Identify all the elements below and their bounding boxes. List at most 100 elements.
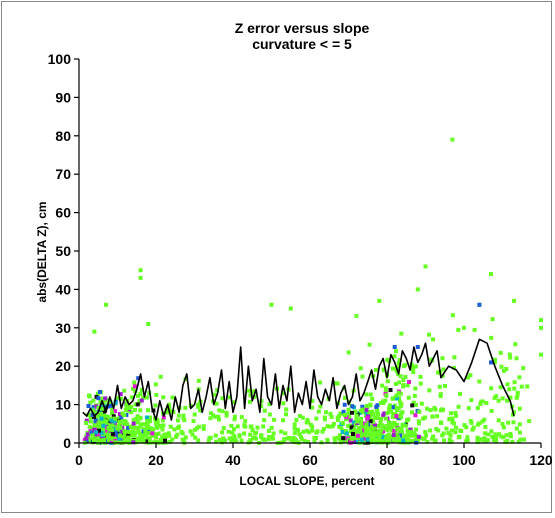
scatter-point: [392, 354, 397, 359]
scatter-point: [217, 408, 222, 413]
scatter-point: [220, 396, 225, 401]
scatter-point: [101, 423, 106, 428]
scatter-point: [364, 428, 369, 433]
scatter-point: [167, 402, 171, 407]
scatter-point: [346, 423, 351, 428]
scatter-point: [464, 425, 469, 430]
scatter-points: [82, 137, 543, 445]
scatter-point: [97, 426, 102, 431]
chart-subtitle: curvature < = 5: [252, 36, 352, 52]
scatter-point: [496, 418, 501, 423]
scatter-point: [133, 407, 137, 412]
scatter-point: [342, 402, 347, 407]
scatter-point: [172, 427, 177, 432]
scatter-point: [156, 440, 161, 445]
scatter-point: [498, 385, 503, 390]
scatter-point: [92, 410, 97, 415]
scatter-point: [499, 364, 504, 369]
scatter-point: [499, 434, 504, 439]
scatter-point: [380, 383, 385, 388]
scatter-point: [94, 430, 99, 435]
scatter-point: [129, 404, 134, 409]
scatter-point: [146, 322, 151, 326]
scatter-point: [145, 419, 150, 423]
scatter-point: [214, 401, 219, 406]
scatter-point: [401, 382, 406, 387]
scatter-point: [267, 412, 272, 417]
scatter-point: [132, 384, 137, 389]
scatter-point: [381, 435, 386, 440]
scatter-point: [284, 412, 288, 417]
scatter-point: [132, 380, 137, 385]
scatter-point: [259, 404, 264, 409]
scatter-point: [376, 424, 381, 428]
scatter-point: [162, 434, 167, 439]
scatter-point: [489, 408, 494, 413]
scatter-point: [491, 438, 496, 442]
scatter-point: [183, 405, 188, 410]
scatter-point: [505, 398, 510, 403]
scatter-point: [483, 431, 488, 436]
scatter-point: [255, 425, 260, 430]
scatter-point: [365, 405, 370, 410]
scatter-point: [360, 374, 365, 379]
scatter-point: [87, 393, 91, 398]
y-tick-label: 40: [55, 281, 71, 297]
scatter-point: [335, 381, 340, 386]
scatter-point: [133, 430, 138, 435]
scatter-point: [110, 437, 115, 441]
scatter-point: [112, 416, 117, 421]
scatter-point: [397, 380, 402, 385]
scatter-point: [201, 426, 206, 431]
scatter-point: [387, 409, 392, 414]
scatter-point: [438, 394, 443, 398]
scatter-point: [500, 396, 505, 401]
scatter-point: [368, 430, 372, 435]
scatter-point: [354, 436, 358, 441]
scatter-point: [522, 437, 526, 442]
scatter-point: [106, 421, 111, 426]
scatter-point: [381, 367, 386, 372]
scatter-point: [493, 432, 498, 437]
scatter-point: [385, 439, 390, 444]
scatter-point: [310, 428, 315, 433]
y-axis-label: abs(DELTA Z), cm: [35, 201, 49, 302]
scatter-point: [377, 430, 382, 435]
scatter-point: [414, 436, 419, 441]
scatter-point: [155, 431, 160, 436]
scatter-point: [90, 412, 95, 417]
scatter-point: [114, 417, 119, 422]
scatter-point: [405, 436, 410, 441]
scatter-point: [492, 360, 497, 365]
scatter-point: [96, 423, 101, 428]
scatter-point: [359, 420, 364, 425]
scatter-point: [394, 393, 399, 398]
scatter-point: [514, 395, 519, 400]
scatter-point: [144, 395, 149, 400]
scatter-point: [413, 386, 418, 391]
scatter-point: [411, 365, 416, 370]
scatter-point: [514, 426, 519, 431]
x-tick-label: 0: [75, 452, 83, 468]
scatter-point: [253, 431, 258, 436]
scatter-point: [354, 413, 359, 418]
scatter-point: [150, 431, 155, 436]
scatter-point: [378, 420, 383, 425]
scatter-point: [126, 435, 131, 440]
scatter-point: [428, 428, 433, 433]
scatter-point: [489, 386, 494, 391]
scatter-point: [92, 329, 97, 334]
scatter-point: [146, 424, 150, 429]
scatter-point: [351, 440, 356, 444]
scatter-point: [398, 404, 403, 409]
scatter-point: [112, 419, 117, 424]
scatter-point: [122, 438, 127, 443]
scatter-point: [297, 414, 302, 418]
scatter-point: [449, 439, 454, 444]
y-tick-label: 100: [48, 51, 72, 67]
scatter-point: [392, 345, 397, 349]
scatter-point: [271, 417, 276, 422]
scatter-point: [160, 418, 165, 423]
